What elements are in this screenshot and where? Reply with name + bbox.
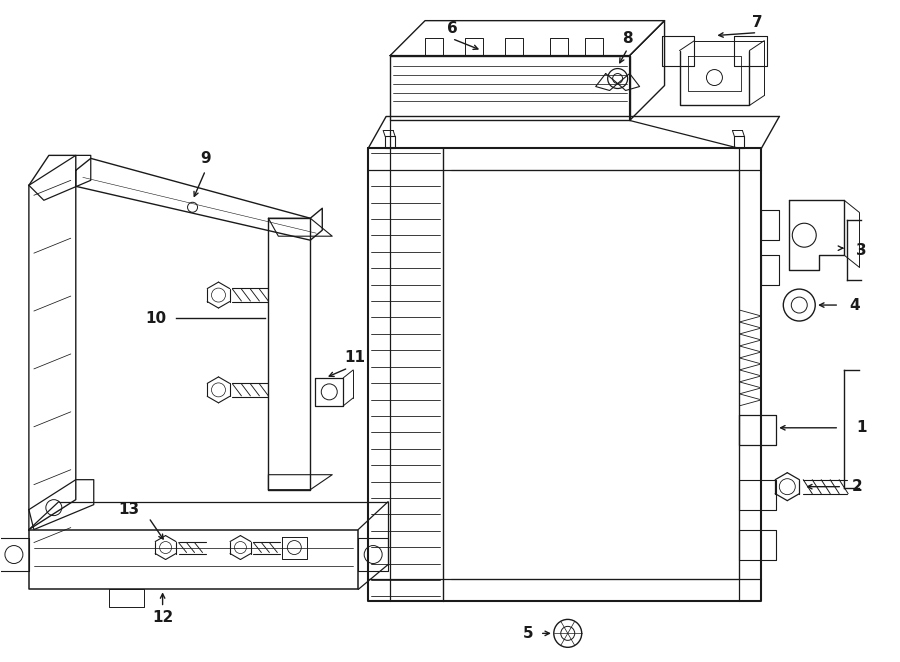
Text: 6: 6	[446, 21, 457, 36]
Text: 2: 2	[851, 479, 862, 494]
Text: 13: 13	[118, 502, 140, 517]
Text: 12: 12	[152, 610, 173, 625]
Text: 1: 1	[856, 420, 867, 436]
Text: 11: 11	[345, 350, 365, 365]
Text: 5: 5	[523, 626, 533, 641]
Text: 7: 7	[752, 15, 762, 30]
Text: 10: 10	[145, 310, 166, 326]
Text: 4: 4	[849, 297, 859, 312]
Text: 8: 8	[622, 31, 633, 46]
Text: 9: 9	[200, 151, 211, 166]
Text: 3: 3	[856, 243, 867, 258]
